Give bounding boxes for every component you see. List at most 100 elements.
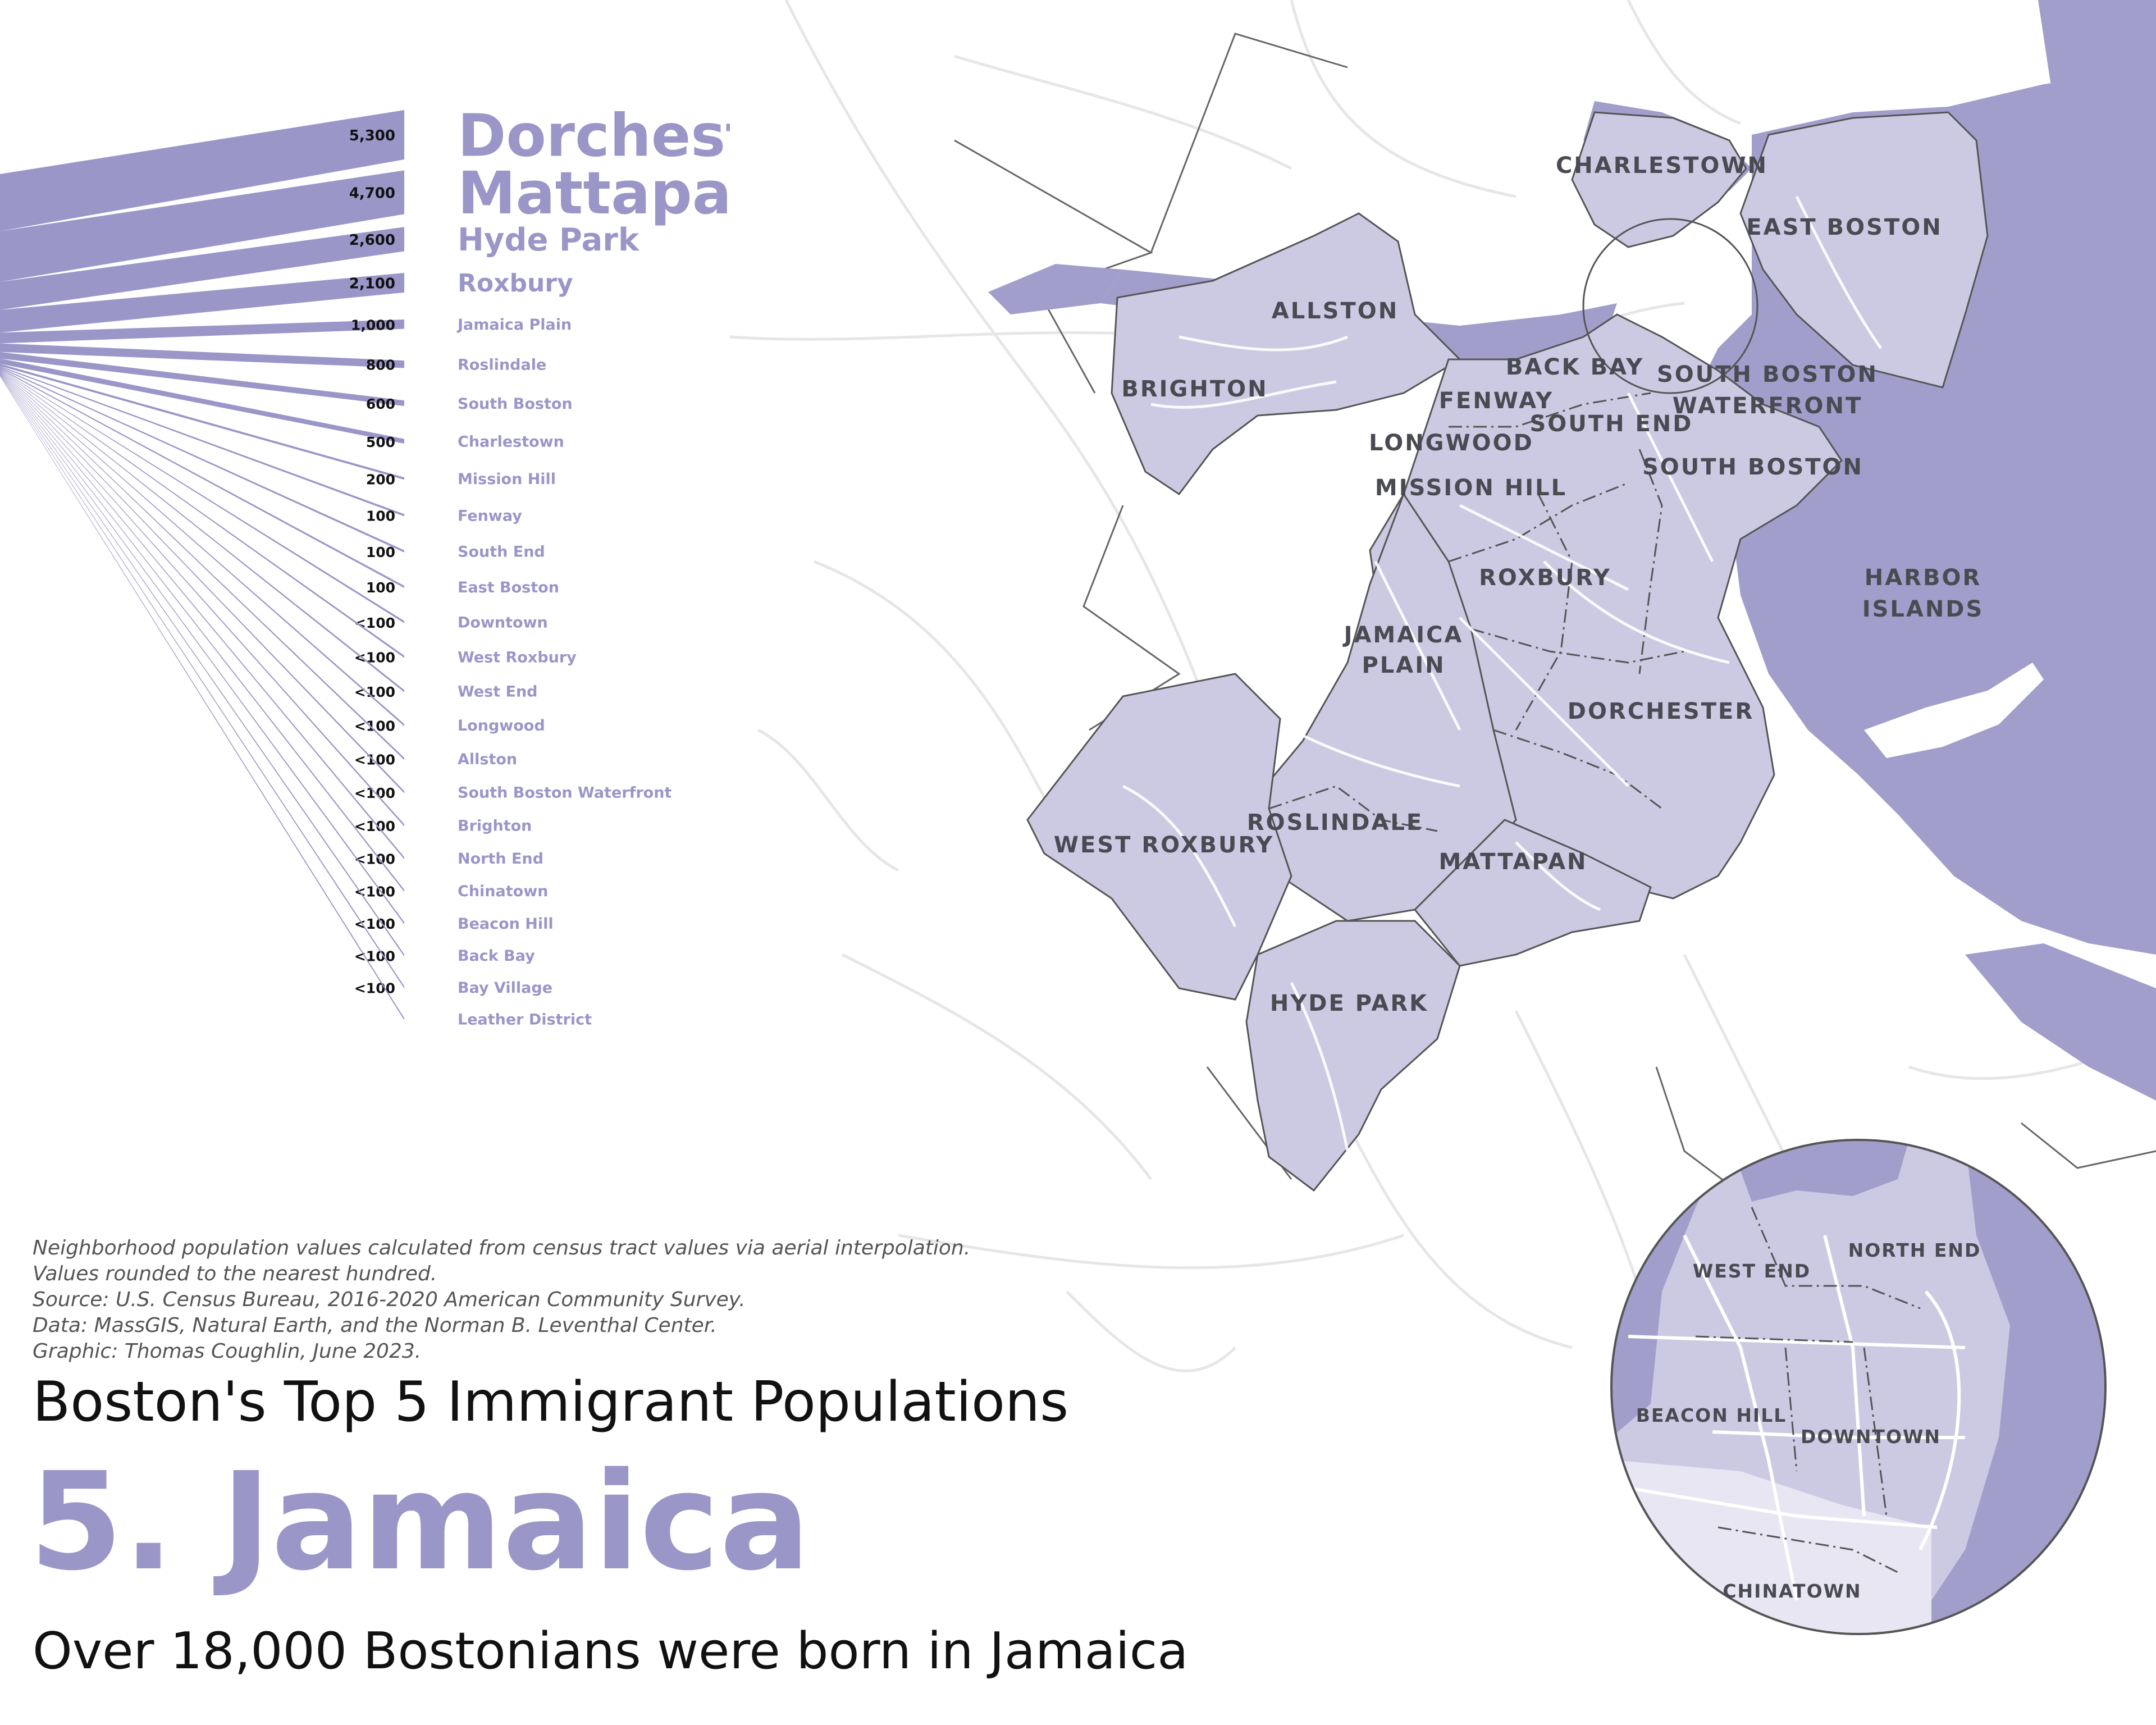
neighborhood-boundaries — [1268, 392, 1685, 832]
bar-dorchester — [0, 110, 404, 231]
category-label: South End — [458, 544, 545, 561]
bar-beacon-hill — [0, 374, 404, 925]
bar-charlestown — [0, 358, 404, 444]
map-label-allston: ALLSTON — [1272, 298, 1399, 324]
map-label-roxbury: ROXBURY — [1479, 565, 1611, 591]
value-label: <100 — [354, 718, 395, 734]
map-label-back-bay: BACK BAY — [1506, 354, 1644, 380]
bar-south-end — [0, 367, 404, 553]
value-label: <100 — [354, 818, 395, 834]
category-label: South Boston Waterfront — [458, 784, 672, 802]
map-label-dorchester: DORCHESTER — [1568, 699, 1754, 724]
bar-south-boston-waterfront — [0, 372, 404, 793]
category-label: West End — [458, 683, 538, 700]
charles-river-west — [988, 264, 1123, 314]
downtown-inset-map: WEST END NORTH END BEACON HILL DOWNTOWN … — [1610, 1139, 2107, 1635]
map-label-jamaica-plain-2: PLAIN — [1362, 652, 1445, 678]
neighborhood-jamaica-plain-roslindale — [1245, 492, 1517, 922]
map-label-mission-hill: MISSION HILL — [1375, 475, 1567, 501]
bar-bay-village — [0, 375, 404, 989]
category-label: Leather District — [458, 1011, 592, 1029]
bar-jamaica-plain — [0, 320, 404, 344]
subtitle: Over 18,000 Bostonians were born in Jama… — [33, 1622, 1189, 1681]
category-label: South Boston — [458, 395, 573, 413]
category-label: Mission Hill — [458, 471, 556, 488]
map-label-brighton: BRIGHTON — [1121, 376, 1268, 402]
value-label: 600 — [366, 396, 395, 412]
bar-west-end — [0, 370, 404, 692]
map-label-hyde-park: HYDE PARK — [1270, 991, 1428, 1016]
neighborhood-west-roxbury — [1026, 673, 1292, 1001]
category-label: Longwood — [458, 717, 545, 734]
category-label: Fenway — [458, 507, 522, 524]
category-label: Hyde Park — [458, 222, 640, 258]
neighborhood-charlestown — [1571, 111, 1747, 248]
bar-west-roxbury — [0, 369, 404, 658]
footnote-method: Neighborhood population values calculate… — [33, 1236, 971, 1259]
inset-label-chinatown: CHINATOWN — [1723, 1580, 1861, 1602]
bar-chinatown — [0, 373, 404, 892]
footnote-credit: Graphic: Thomas Coughlin, June 2023. — [33, 1340, 422, 1363]
value-label: 100 — [366, 579, 395, 596]
bar-mission-hill — [0, 363, 404, 480]
bar-hyde-park — [0, 227, 404, 310]
category-label: East Boston — [458, 579, 559, 596]
category-label: Dorchester — [458, 101, 730, 170]
bar-downtown — [0, 369, 404, 623]
inset-label-downtown: DOWNTOWN — [1801, 1426, 1941, 1448]
category-label: Roxbury — [458, 269, 573, 298]
neighborhood-mattapan — [1413, 819, 1652, 967]
bar-allston — [0, 371, 404, 760]
value-label: <100 — [354, 948, 395, 964]
value-label: <100 — [354, 883, 395, 900]
category-label: Mattapan — [458, 159, 730, 227]
value-label: 100 — [366, 508, 395, 524]
value-label: 200 — [366, 471, 395, 487]
value-label: 4,700 — [349, 185, 395, 202]
inset-label-beacon-hill: BEACON HILL — [1636, 1404, 1787, 1426]
map-label-charlestown: CHARLESTOWN — [1556, 153, 1768, 179]
value-label: 2,100 — [349, 275, 395, 292]
bar-leather-district — [0, 376, 404, 1020]
bar-mattapan — [0, 170, 404, 282]
bar-roxbury — [0, 272, 404, 333]
map-label-mattapan: MATTAPAN — [1438, 849, 1587, 875]
category-label: Brighton — [458, 818, 532, 835]
map-label-south-end: SOUTH END — [1530, 411, 1693, 437]
neighborhood-allston-brighton — [1111, 212, 1461, 496]
value-label: 1,000 — [351, 317, 395, 333]
bar-longwood — [0, 371, 404, 727]
footnotes: Neighborhood population values calculate… — [33, 1235, 1099, 1365]
category-label: Jamaica Plain — [456, 316, 572, 334]
category-label: Roslindale — [458, 356, 546, 373]
category-label: Chinatown — [458, 883, 548, 900]
category-label: Bay Village — [458, 979, 552, 997]
map-label-south-boston-waterfront-2: WATERFRONT — [1673, 393, 1862, 419]
map-label-longwood: LONGWOOD — [1369, 430, 1534, 456]
value-label: 500 — [366, 434, 395, 450]
bar-east-boston — [0, 368, 404, 588]
inset-label-west-end: WEST END — [1693, 1260, 1811, 1282]
neponset-water — [1965, 943, 2156, 1101]
value-label: <100 — [354, 980, 395, 996]
bar-back-bay — [0, 375, 404, 957]
value-label: <100 — [354, 615, 395, 631]
category-label: West Roxbury — [458, 649, 577, 666]
neighborhood-roads — [1122, 195, 1883, 1152]
value-label: <100 — [354, 650, 395, 666]
bar-north-end — [0, 373, 404, 860]
inset-label-north-end: NORTH END — [1848, 1239, 1981, 1261]
bar-roslindale — [0, 343, 404, 368]
map-label-south-boston-waterfront-1: SOUTH BOSTON — [1657, 362, 1878, 387]
map-label-harbor-islands-2: ISLANDS — [1862, 596, 1984, 622]
value-label: <100 — [354, 916, 395, 932]
bar-fenway — [0, 366, 404, 517]
harbor-north-water — [2038, 0, 2156, 168]
inset-water-harbor — [1909, 1140, 2105, 1634]
neighborhood-hyde-park — [1245, 920, 1461, 1192]
bar-brighton — [0, 372, 404, 827]
neighborhood-east-boston — [1739, 111, 1989, 389]
map-label-east-boston: EAST BOSTON — [1746, 215, 1942, 240]
value-label: <100 — [354, 751, 395, 768]
